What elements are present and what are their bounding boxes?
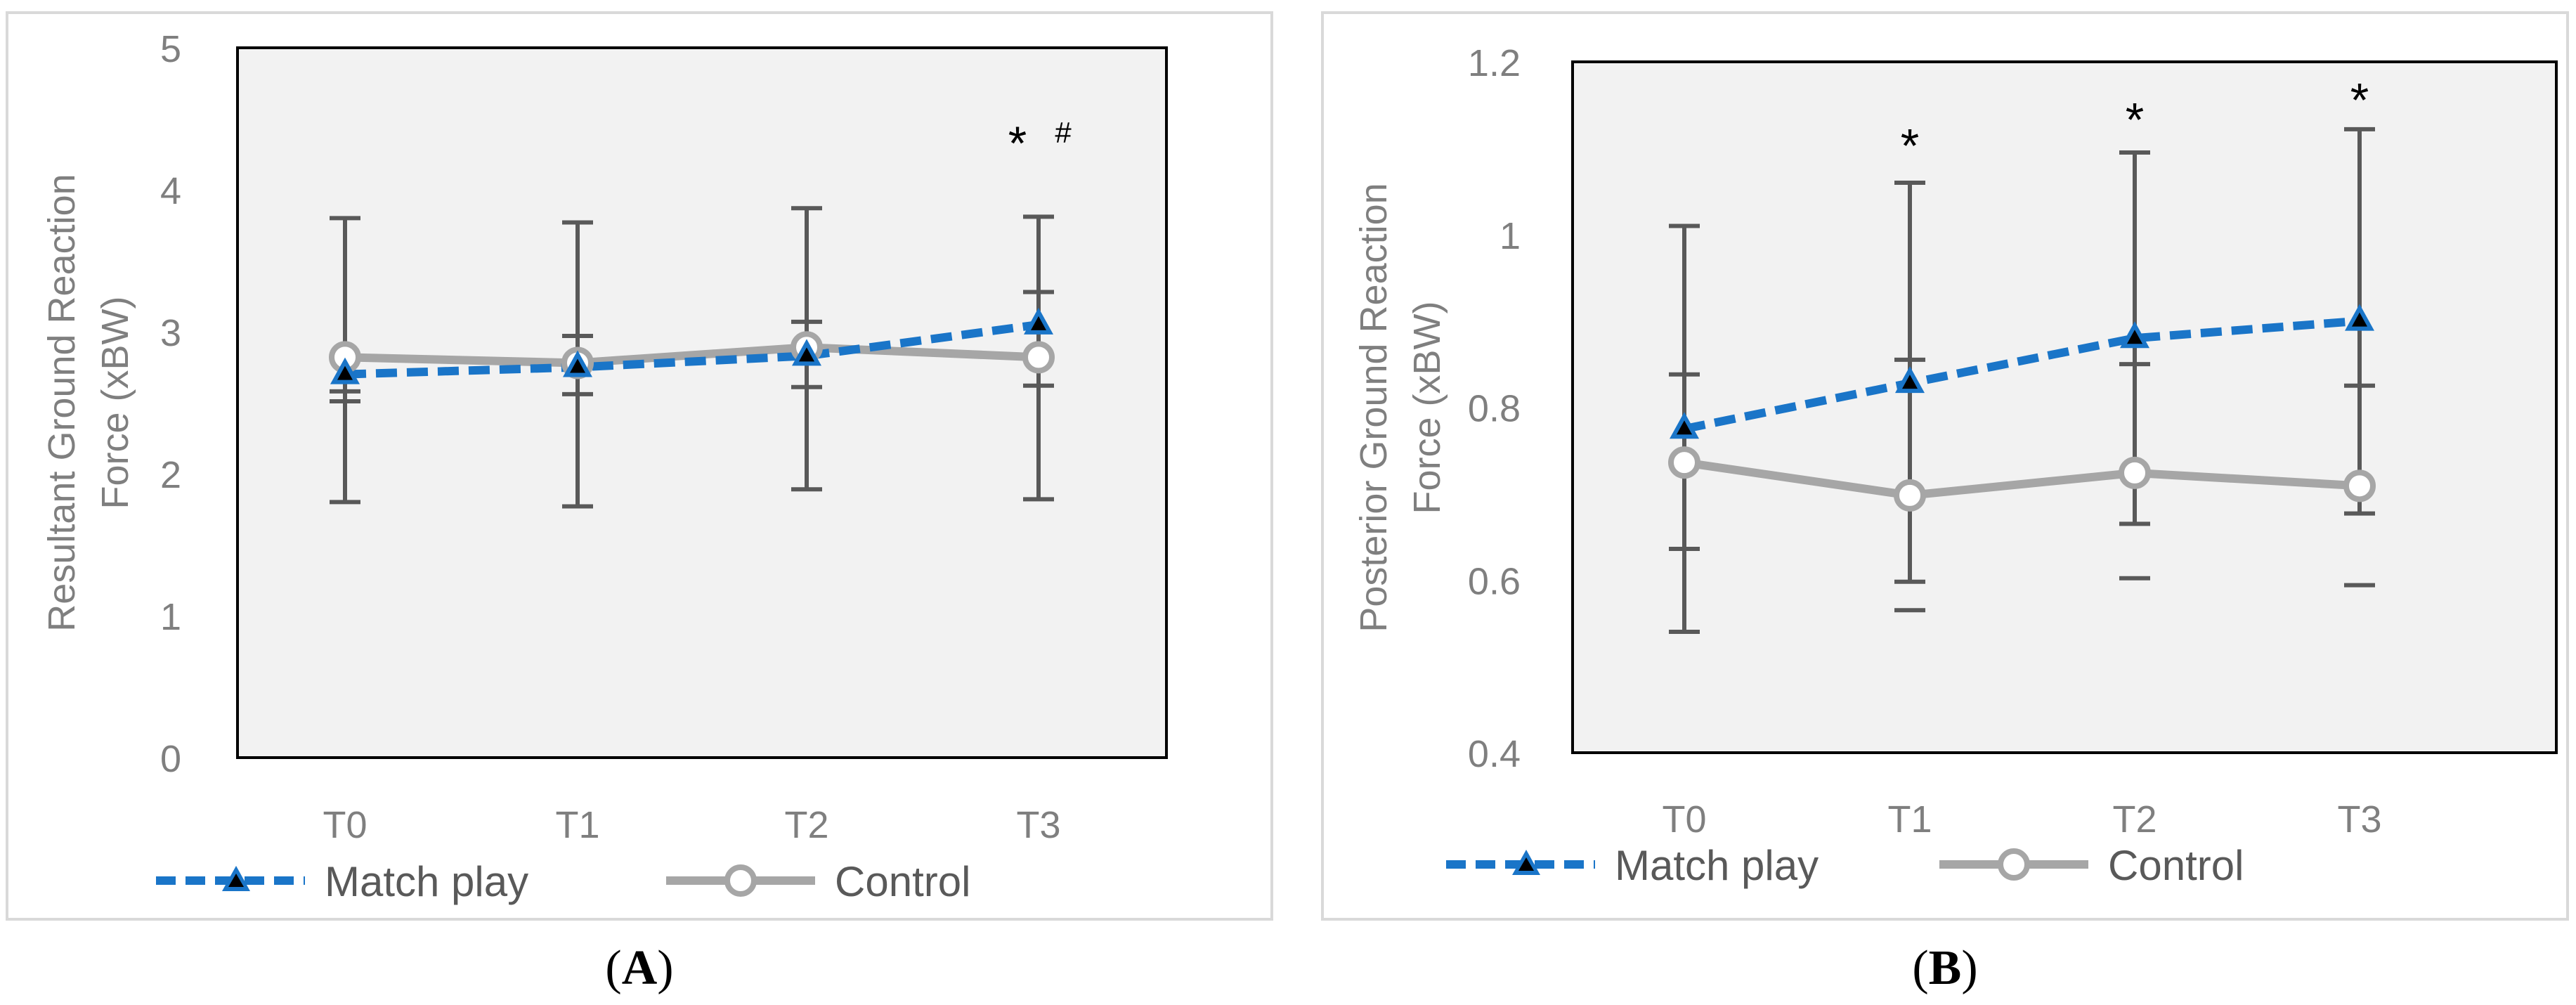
chart-a-legend-match-marker-inner bbox=[228, 874, 244, 887]
ytick-label: 0.6 bbox=[1468, 560, 1521, 602]
chart-a-legend: Match play Control bbox=[156, 858, 970, 905]
ytick-label: 3 bbox=[160, 312, 181, 354]
xtick-label: T1 bbox=[1887, 798, 1932, 841]
chart-a-xtick-labels: T0 T1 T2 T3 bbox=[323, 804, 1060, 846]
xtick-label: T3 bbox=[1016, 804, 1060, 846]
chart-a-series-lines bbox=[344, 320, 1039, 379]
annotation-asterisk: * bbox=[1008, 117, 1027, 170]
point-match-play-inner bbox=[2352, 312, 2367, 327]
point-match-play-inner bbox=[1031, 316, 1046, 330]
point-match-play-inner bbox=[337, 365, 353, 380]
chart-a-ylabel-line2: Force (xBW) bbox=[94, 297, 136, 510]
chart-a-legend-control-label: Control bbox=[835, 858, 970, 905]
caption-b: (B) bbox=[1912, 941, 1977, 995]
ytick-label: 0.4 bbox=[1468, 733, 1521, 775]
annotation-hash: # bbox=[1055, 116, 1072, 149]
chart-a-legend-match-label: Match play bbox=[325, 858, 528, 905]
chart-a-legend-control-marker bbox=[724, 864, 757, 897]
caption-a: (A) bbox=[605, 941, 673, 995]
chart-a-ytick-labels: 0 1 2 3 4 5 bbox=[160, 28, 181, 780]
series-line-control bbox=[1684, 458, 2360, 500]
xtick-label: T1 bbox=[555, 804, 599, 846]
chart-a-ylabel-line1: Resultant Ground Reaction bbox=[41, 174, 83, 631]
series-line-match-play bbox=[344, 320, 1039, 379]
chart-b-legend-control-label: Control bbox=[2108, 842, 2244, 889]
chart-b-ylabel-line1: Posterior Ground Reaction bbox=[1353, 183, 1395, 632]
ytick-label: 1 bbox=[1500, 215, 1521, 257]
ytick-label: 4 bbox=[160, 170, 181, 212]
chart-b-ytick-labels: 0.4 0.6 0.8 1 1.2 bbox=[1468, 42, 1521, 775]
point-match-play-inner bbox=[1902, 375, 1918, 389]
chart-b-legend: Match play Control bbox=[1446, 842, 2244, 889]
chart-b-plot-area bbox=[1571, 60, 2558, 754]
ytick-label: 1.2 bbox=[1468, 42, 1521, 84]
chart-b-xtick-labels: T0 T1 T2 T3 bbox=[1662, 798, 2381, 841]
ytick-label: 0 bbox=[160, 738, 181, 780]
chart-b: 0.4 0.6 0.8 1 1.2 T0 T1 T2 T3 * * * Posterior Gro… bbox=[1321, 11, 2569, 921]
point-control bbox=[1022, 341, 1055, 374]
chart-a-annotations: * # bbox=[1008, 116, 1072, 170]
chart-b-markers bbox=[1668, 304, 2376, 512]
chart-a-plot-area bbox=[236, 46, 1168, 759]
ytick-label: 2 bbox=[160, 454, 181, 496]
ytick-label: 5 bbox=[160, 28, 181, 70]
xtick-label: T3 bbox=[2337, 798, 2381, 841]
caption-b-letter: B bbox=[1929, 941, 1962, 995]
ytick-label: 1 bbox=[160, 596, 181, 638]
ytick-label: 0.8 bbox=[1468, 388, 1521, 430]
chart-b-legend-match-label: Match play bbox=[1615, 842, 1819, 889]
chart-b-ylabel-line2: Force (xBW) bbox=[1406, 302, 1448, 514]
point-control bbox=[2343, 469, 2376, 502]
point-match-play-inner bbox=[799, 347, 814, 362]
xtick-label: T0 bbox=[1662, 798, 1706, 841]
point-match-play-inner bbox=[1677, 420, 1692, 435]
chart-b-series-lines bbox=[1683, 316, 2360, 500]
xtick-label: T2 bbox=[784, 804, 828, 846]
annotation-asterisk: * bbox=[2350, 73, 2369, 127]
chart-b-annotations: * * * bbox=[1901, 73, 2369, 172]
chart-a-markers bbox=[329, 307, 1055, 384]
point-control bbox=[1668, 446, 1700, 479]
chart-b-legend-control-marker bbox=[1998, 848, 2030, 881]
series-line-match-play bbox=[1683, 316, 2360, 434]
xtick-label: T2 bbox=[2112, 798, 2157, 841]
caption-a-letter: A bbox=[622, 941, 658, 995]
chart-b-legend-match-marker-inner bbox=[1518, 857, 1534, 871]
series-line-control bbox=[344, 343, 1039, 368]
annotation-asterisk: * bbox=[1901, 119, 1919, 172]
point-match-play-inner bbox=[2127, 330, 2142, 344]
xtick-label: T0 bbox=[323, 804, 367, 846]
point-control bbox=[2119, 456, 2151, 489]
annotation-asterisk: * bbox=[2126, 93, 2144, 147]
point-control bbox=[1894, 479, 1926, 512]
point-match-play-inner bbox=[570, 358, 585, 373]
